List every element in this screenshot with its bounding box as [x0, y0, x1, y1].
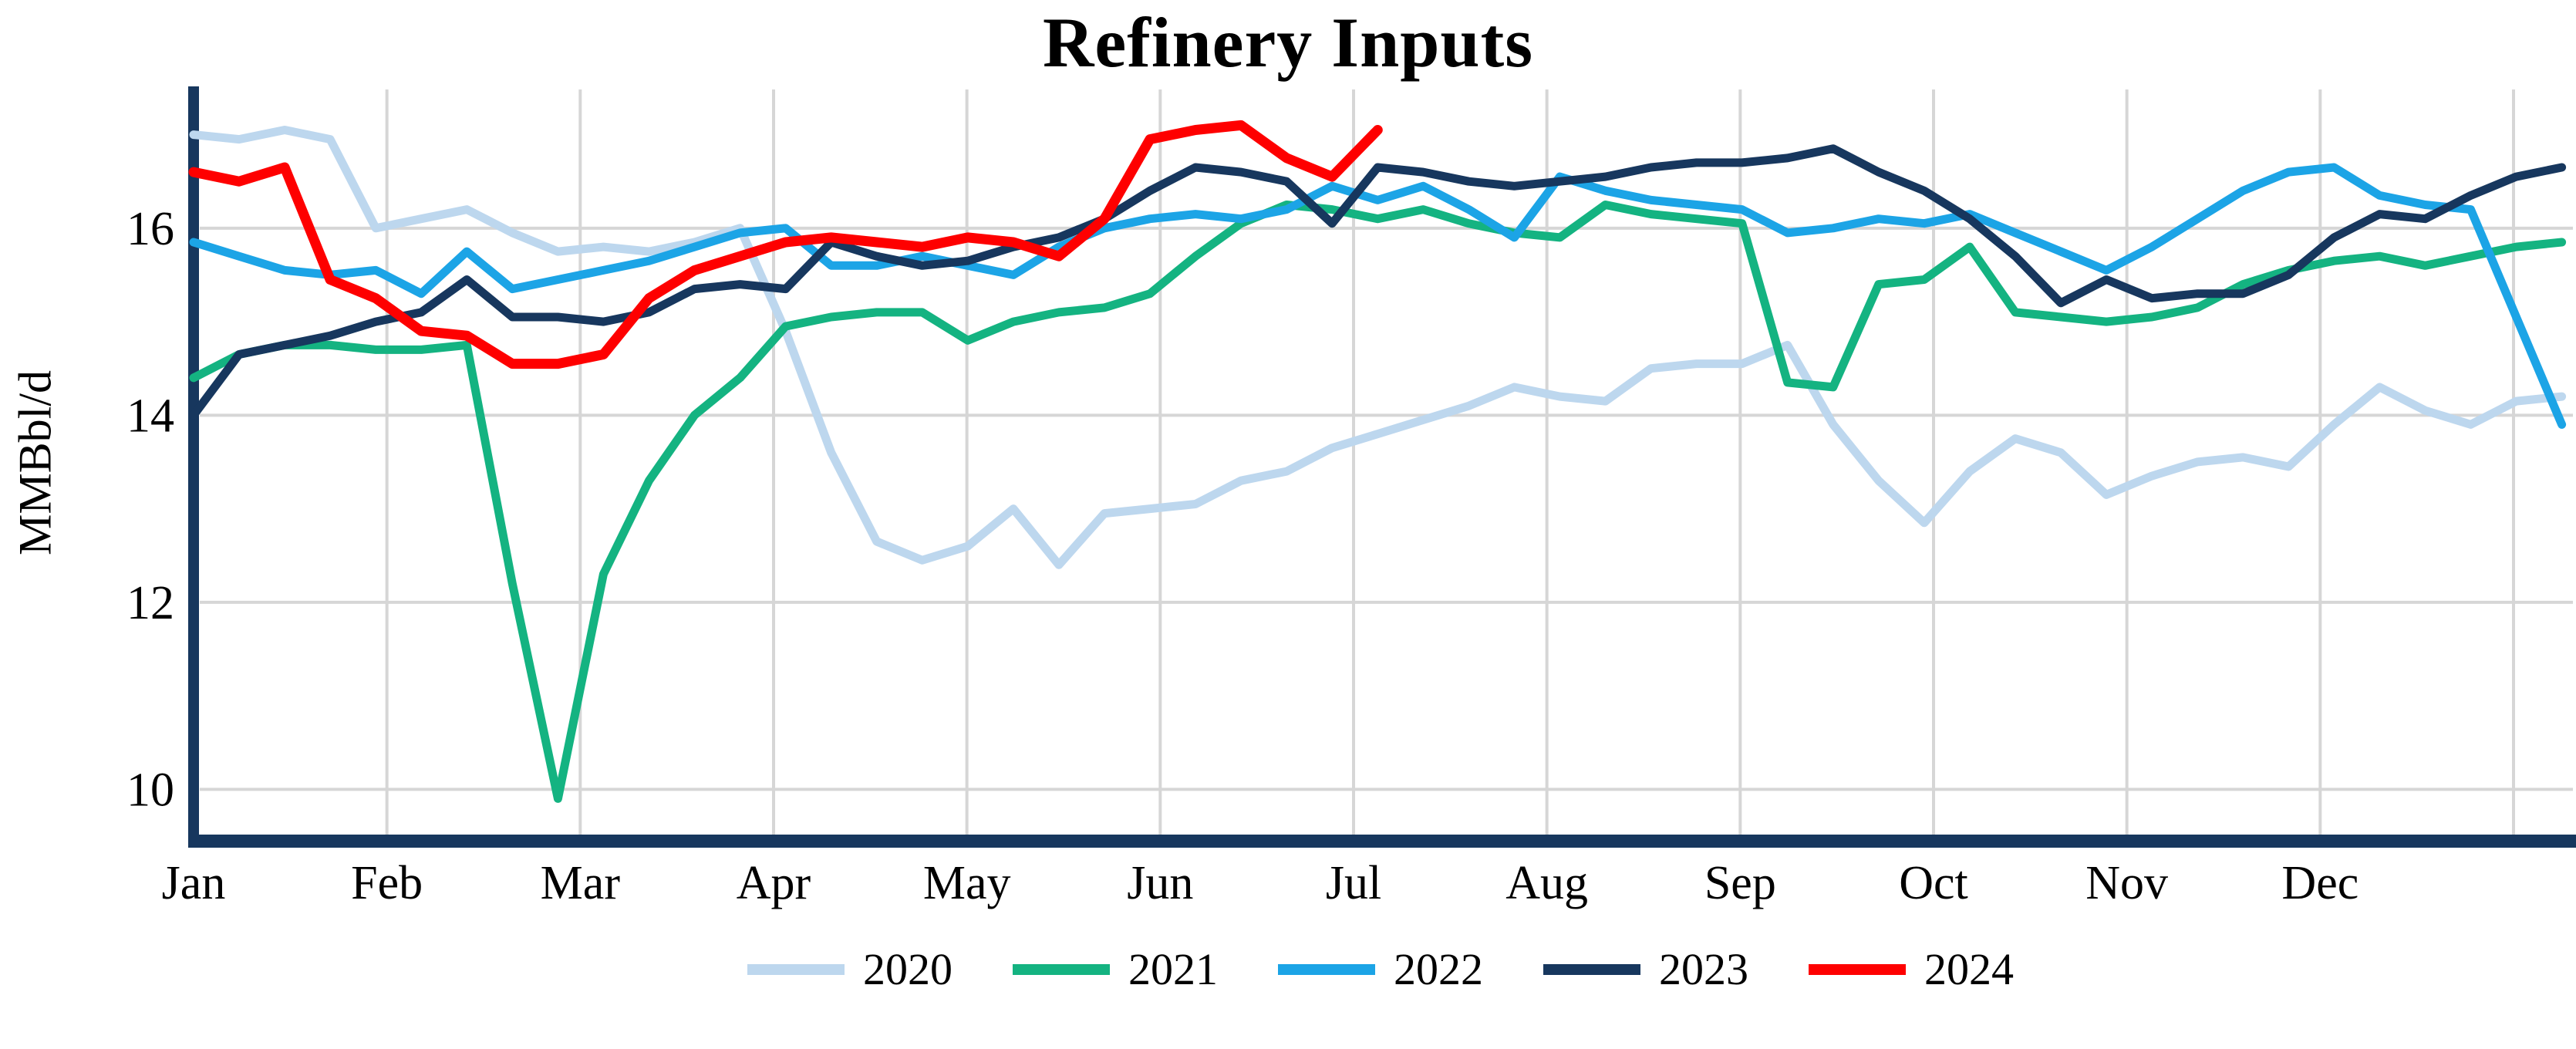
x-axis-line: [188, 835, 2576, 848]
legend-swatch-2021: [1013, 964, 1110, 975]
chart-title: Refinery Inputs: [1042, 3, 1534, 82]
x-tick-label-sep: Sep: [1704, 857, 1776, 909]
x-tick-label-feb: Feb: [351, 857, 423, 909]
legend-item-2023: 2023: [1543, 947, 1748, 992]
legend-label-2022: 2022: [1394, 944, 1483, 994]
legend-item-2020: 2020: [747, 947, 953, 992]
legend-item-2022: 2022: [1278, 947, 1483, 992]
series-line-2021: [189, 201, 2567, 803]
legend-label-2024: 2024: [1924, 944, 2014, 994]
x-tick-label-jan: Jan: [162, 857, 226, 909]
x-tick-label-may: May: [923, 857, 1011, 909]
legend-item-2024: 2024: [1809, 947, 2014, 992]
series-line-2022: [189, 163, 2567, 429]
legend-swatch-2020: [747, 964, 845, 975]
series-line-2024: [188, 120, 1383, 369]
legend-label-2020: 2020: [863, 944, 953, 994]
x-tick-label-apr: Apr: [737, 857, 811, 909]
x-tick-label-nov: Nov: [2085, 857, 2168, 909]
x-tick-label-jun: Jun: [1127, 857, 1193, 909]
legend-swatch-2022: [1278, 964, 1375, 975]
x-tick-label-mar: Mar: [541, 857, 621, 909]
y-axis-line: [188, 86, 199, 847]
y-tick-label-12: 12: [126, 577, 174, 629]
legend-swatch-2023: [1543, 964, 1640, 975]
legend: 2020 2021 2022 2023 2024: [185, 939, 2576, 1000]
x-tick-label-oct: Oct: [1899, 857, 1968, 909]
legend-item-2021: 2021: [1013, 947, 1218, 992]
legend-label-2021: 2021: [1128, 944, 1218, 994]
x-tick-label-jul: Jul: [1326, 857, 1381, 909]
legend-label-2023: 2023: [1659, 944, 1748, 994]
series-line-2023: [189, 144, 2567, 420]
series-line-2020: [189, 126, 2567, 569]
y-tick-label-14: 14: [126, 390, 174, 442]
y-tick-label-10: 10: [126, 764, 174, 816]
x-tick-label-dec: Dec: [2281, 857, 2359, 909]
x-tick-label-aug: Aug: [1505, 857, 1588, 909]
legend-swatch-2024: [1809, 964, 1906, 975]
y-tick-label-16: 16: [126, 203, 174, 255]
